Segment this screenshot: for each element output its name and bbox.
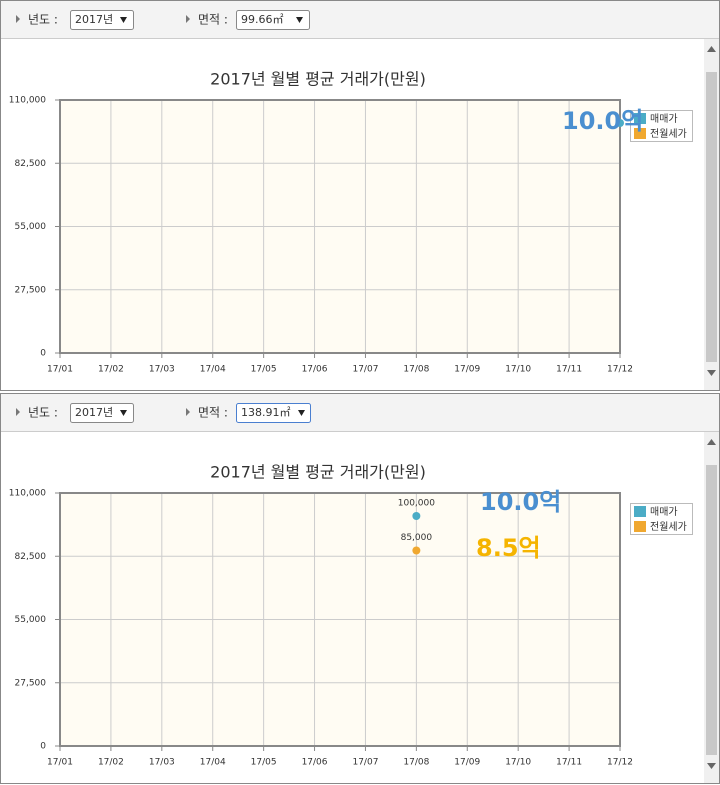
legend-swatch: [634, 521, 646, 532]
data-label: 85,000: [401, 533, 433, 543]
x-tick-label: 17/07: [352, 758, 378, 768]
x-tick-label: 17/06: [302, 758, 328, 768]
data-point: [412, 546, 421, 555]
bullet-icon: [16, 15, 20, 23]
y-tick-label: 27,500: [15, 285, 47, 295]
y-tick-label: 0: [40, 349, 46, 359]
legend-label: 매매가: [650, 113, 678, 125]
y-tick-label: 55,000: [15, 222, 47, 232]
year-value: 2017년: [75, 13, 113, 26]
chart-title: 2017년 월별 평균 거래가(만원): [210, 70, 426, 89]
year-select[interactable]: [70, 10, 134, 30]
y-tick-label: 82,500: [15, 552, 47, 562]
x-tick-label: 17/12: [607, 365, 633, 375]
scroll-down[interactable]: [707, 370, 716, 376]
x-tick-label: 17/11: [556, 758, 582, 768]
legend-label: 전월세가: [650, 521, 687, 533]
bullet-icon: [186, 15, 190, 23]
plot-border: [59, 492, 621, 747]
x-tick-label: 17/10: [505, 758, 531, 768]
scroll-up[interactable]: [707, 46, 716, 52]
x-tick-label: 17/03: [149, 758, 175, 768]
dropdown-arrow: [120, 17, 127, 23]
legend-box: [630, 110, 693, 142]
scrollbar-thumb[interactable]: [706, 72, 717, 362]
area-value: 99.66㎡: [241, 13, 284, 26]
area-select[interactable]: [236, 403, 311, 423]
chart-title: 2017년 월별 평균 거래가(만원): [210, 463, 426, 482]
dropdown-arrow: [298, 410, 305, 416]
x-tick-label: 17/02: [98, 365, 124, 375]
dropdown-arrow: [120, 410, 127, 416]
legend-swatch: [634, 506, 646, 517]
annotation: 10.0억: [480, 488, 561, 516]
x-tick-label: 17/08: [403, 758, 429, 768]
scrollbar-thumb[interactable]: [706, 465, 717, 755]
x-tick-label: 17/09: [454, 758, 480, 768]
x-tick-label: 17/04: [200, 758, 226, 768]
x-tick-label: 17/11: [556, 365, 582, 375]
x-tick-label: 17/03: [149, 365, 175, 375]
x-tick-label: 17/01: [47, 758, 73, 768]
scroll-up[interactable]: [707, 439, 716, 445]
area-label: 면적 :: [198, 13, 228, 27]
scroll-down[interactable]: [707, 763, 716, 769]
area-label: 면적 :: [198, 406, 228, 420]
annotation: 10.0억: [562, 107, 643, 135]
y-tick-label: 110,000: [9, 96, 46, 106]
plot-border: [59, 99, 621, 354]
dropdown-arrow: [296, 17, 303, 23]
y-tick-label: 110,000: [9, 489, 46, 499]
legend-swatch: [634, 128, 646, 139]
x-tick-label: 17/06: [302, 365, 328, 375]
data-label: 100,000: [398, 499, 435, 509]
x-tick-label: 17/04: [200, 365, 226, 375]
y-tick-label: 82,500: [15, 159, 47, 169]
data-point: [412, 512, 421, 520]
x-tick-label: 17/08: [403, 365, 429, 375]
area-select[interactable]: [236, 10, 310, 30]
year-label: 년도 :: [28, 406, 58, 420]
annotation: 8.5억: [476, 534, 541, 562]
y-tick-label: 55,000: [15, 615, 47, 625]
x-tick-label: 17/12: [607, 758, 633, 768]
legend-label: 매매가: [650, 506, 678, 518]
year-value: 2017년: [75, 406, 113, 419]
year-label: 년도 :: [28, 13, 58, 27]
area-value: 138.91㎡: [241, 406, 291, 419]
x-tick-label: 17/09: [454, 365, 480, 375]
legend-label: 전월세가: [650, 128, 687, 140]
bullet-icon: [16, 408, 20, 416]
data-point: [616, 119, 624, 127]
x-tick-label: 17/02: [98, 758, 124, 768]
y-tick-label: 0: [40, 742, 46, 752]
x-tick-label: 17/05: [251, 365, 277, 375]
x-tick-label: 17/01: [47, 365, 73, 375]
x-tick-label: 17/10: [505, 365, 531, 375]
x-tick-label: 17/07: [352, 365, 378, 375]
legend-box: [630, 503, 693, 535]
y-tick-label: 27,500: [15, 678, 47, 688]
year-select[interactable]: [70, 403, 134, 423]
legend-swatch: [634, 113, 646, 124]
bullet-icon: [186, 408, 190, 416]
x-tick-label: 17/05: [251, 758, 277, 768]
